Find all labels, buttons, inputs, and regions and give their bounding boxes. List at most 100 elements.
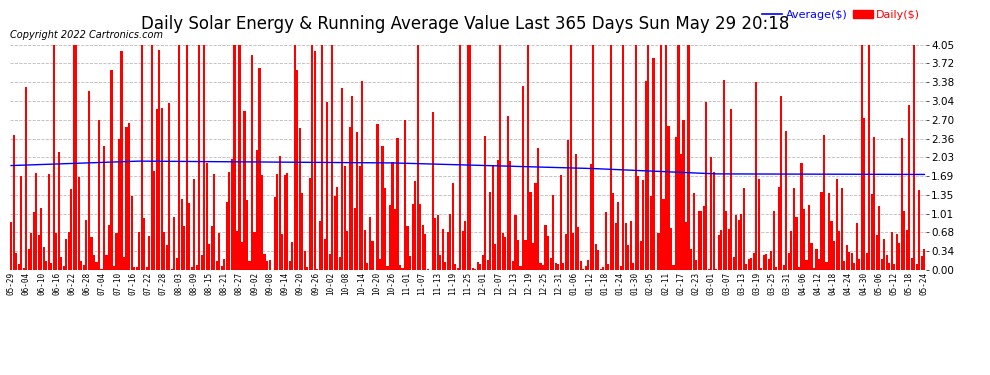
Bar <box>876 235 878 270</box>
Bar <box>424 234 426 270</box>
Bar <box>633 263 635 270</box>
Bar <box>332 45 334 270</box>
Bar <box>178 45 180 270</box>
Bar <box>788 253 790 270</box>
Bar <box>158 50 160 270</box>
Bar <box>60 257 62 270</box>
Bar <box>83 265 85 270</box>
Bar <box>745 264 747 270</box>
Bar <box>833 241 836 270</box>
Bar <box>921 256 923 270</box>
Bar <box>437 215 439 270</box>
Bar <box>90 237 92 270</box>
Bar <box>20 176 22 270</box>
Bar <box>713 172 715 270</box>
Bar <box>487 260 489 270</box>
Bar <box>258 68 260 270</box>
Bar <box>440 255 442 270</box>
Bar <box>273 197 275 270</box>
Bar <box>742 188 744 270</box>
Bar <box>168 103 170 270</box>
Bar <box>183 226 185 270</box>
Bar <box>10 222 12 270</box>
Bar <box>738 220 740 270</box>
Bar <box>718 235 720 270</box>
Bar <box>342 87 344 270</box>
Bar <box>391 162 394 270</box>
Bar <box>339 257 341 270</box>
Bar <box>680 154 682 270</box>
Bar <box>903 211 906 270</box>
Bar <box>600 269 602 270</box>
Bar <box>816 249 818 270</box>
Bar <box>665 45 667 270</box>
Bar <box>248 261 250 270</box>
Bar <box>559 175 561 270</box>
Bar <box>532 243 534 270</box>
Bar <box>853 262 855 270</box>
Bar <box>474 269 476 270</box>
Bar <box>893 264 895 270</box>
Bar <box>530 192 532 270</box>
Bar <box>379 258 381 270</box>
Bar <box>294 45 296 270</box>
Bar <box>73 45 75 270</box>
Bar <box>291 242 293 270</box>
Bar <box>239 45 241 270</box>
Bar <box>201 255 203 270</box>
Bar <box>321 45 324 270</box>
Bar <box>908 105 911 270</box>
Bar <box>138 232 141 270</box>
Bar <box>891 232 893 270</box>
Bar <box>198 45 200 270</box>
Bar <box>155 109 157 270</box>
Bar <box>768 259 770 270</box>
Bar <box>644 81 647 270</box>
Bar <box>62 266 65 270</box>
Bar <box>46 261 48 270</box>
Bar <box>344 166 346 270</box>
Bar <box>43 247 45 270</box>
Bar <box>625 223 627 270</box>
Bar <box>836 179 838 270</box>
Bar <box>780 96 782 270</box>
Bar <box>916 264 918 270</box>
Bar <box>582 269 584 270</box>
Bar <box>236 231 238 270</box>
Bar <box>211 226 213 270</box>
Bar <box>623 45 625 270</box>
Bar <box>309 177 311 270</box>
Bar <box>868 45 870 270</box>
Bar <box>358 166 361 270</box>
Bar <box>191 267 193 270</box>
Bar <box>517 240 519 270</box>
Bar <box>466 45 469 270</box>
Bar <box>677 45 679 270</box>
Bar <box>126 127 128 270</box>
Bar <box>337 187 339 270</box>
Bar <box>535 183 537 270</box>
Bar <box>750 258 752 270</box>
Bar <box>105 255 108 270</box>
Bar <box>924 249 926 270</box>
Bar <box>747 259 749 270</box>
Bar <box>522 86 524 270</box>
Bar <box>165 244 167 270</box>
Bar <box>116 232 118 270</box>
Bar <box>15 253 17 270</box>
Bar <box>85 220 87 270</box>
Bar <box>80 261 82 270</box>
Bar <box>146 267 148 270</box>
Bar <box>419 204 421 270</box>
Text: Copyright 2022 Cartronics.com: Copyright 2022 Cartronics.com <box>10 30 163 40</box>
Bar <box>662 199 664 270</box>
Bar <box>113 266 115 270</box>
Bar <box>617 202 620 270</box>
Bar <box>783 265 785 270</box>
Bar <box>136 267 138 270</box>
Bar <box>163 232 165 270</box>
Bar <box>221 266 223 270</box>
Bar <box>409 256 411 270</box>
Bar <box>638 177 640 270</box>
Bar <box>389 205 391 270</box>
